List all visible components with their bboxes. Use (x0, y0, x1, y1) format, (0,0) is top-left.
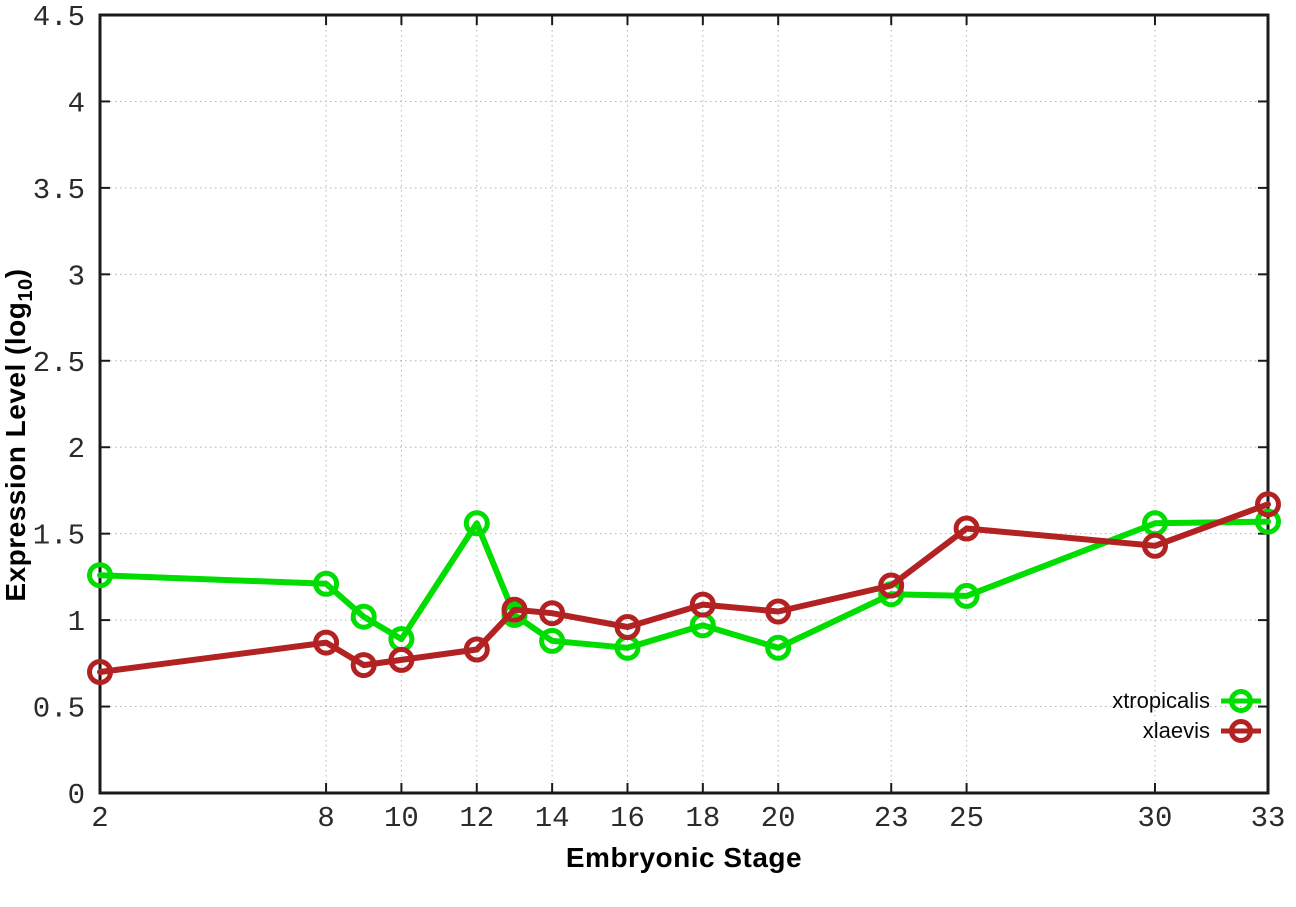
series-xlaevis-point (313, 629, 340, 656)
svg-text:1.5: 1.5 (33, 520, 85, 553)
legend-point-sample (1229, 689, 1253, 713)
series-xlaevis-point (878, 572, 905, 599)
svg-text:14: 14 (535, 802, 570, 835)
svg-text:0: 0 (68, 779, 85, 812)
series-xtropicalis-point (539, 627, 566, 654)
x-axis-title: Embryonic Stage (565, 842, 803, 873)
svg-text:3: 3 (68, 260, 85, 293)
legend-point-sample (1229, 719, 1253, 743)
series-xtropicalis-point (87, 562, 113, 589)
legend-label-xlaevis: xlaevis (1142, 718, 1210, 743)
y-tick-labels: 0 0.5 1 1.5 2 2.5 3 3.5 4 4.5 (33, 1, 85, 812)
series-xlaevis-point (350, 652, 377, 679)
series-xlaevis-line (97, 501, 1271, 675)
series-xtropicalis-point (463, 510, 490, 537)
svg-text:20: 20 (761, 802, 796, 835)
series-xlaevis-point (501, 596, 528, 623)
svg-text:33: 33 (1251, 802, 1286, 835)
series-xtropicalis-point (1255, 508, 1281, 535)
svg-text:4: 4 (68, 87, 85, 120)
series-xlaevis-point (463, 636, 490, 663)
legend-marker-xtropicalis-icon (1221, 689, 1261, 713)
series-xtropicalis (87, 508, 1281, 661)
plot-border (98, 13, 1270, 795)
svg-text:3.5: 3.5 (33, 174, 85, 207)
svg-text:8: 8 (317, 802, 334, 835)
legend-marker-xlaevis-icon (1221, 719, 1261, 743)
svg-text:0.5: 0.5 (33, 693, 85, 726)
series-xtropicalis-point (350, 603, 377, 630)
svg-text:16: 16 (610, 802, 645, 835)
series-xlaevis-point (1255, 491, 1281, 518)
tick-marks (99, 14, 1269, 794)
series-xlaevis-point (953, 515, 980, 542)
legend: xtropicalis xlaevis (1112, 686, 1262, 746)
svg-text:10: 10 (384, 802, 419, 835)
series-xlaevis-point (765, 598, 792, 625)
series-xlaevis-point (388, 646, 415, 673)
svg-text:23: 23 (874, 802, 909, 835)
y-axis-title: Expression Level (log10) (0, 268, 38, 601)
gridlines (99, 14, 1269, 794)
svg-text:1: 1 (68, 606, 85, 639)
y-axis-title-close: ) (0, 268, 31, 279)
svg-text:30: 30 (1138, 802, 1173, 835)
x-tick-labels: 2 8 10 12 14 16 18 20 23 25 30 33 (91, 802, 1285, 835)
svg-text:25: 25 (949, 802, 984, 835)
svg-text:2.5: 2.5 (33, 347, 85, 380)
svg-text:4.5: 4.5 (33, 1, 85, 34)
series-xtropicalis-point (313, 570, 340, 597)
legend-entry-xtropicalis: xtropicalis (1112, 686, 1262, 716)
series-xlaevis-point (87, 659, 113, 685)
y-axis-title-text: Expression Level (log (0, 301, 31, 602)
y-axis-title-subscript: 10 (15, 278, 38, 302)
svg-text:2: 2 (91, 802, 108, 835)
series-xtropicalis-point (765, 634, 792, 661)
svg-text:12: 12 (459, 802, 494, 835)
svg-text:18: 18 (685, 802, 720, 835)
legend-entry-xlaevis: xlaevis (1112, 716, 1262, 746)
series-xlaevis-point (689, 591, 716, 618)
series-xtropicalis-point (953, 582, 980, 609)
svg-text:2: 2 (68, 433, 85, 466)
series-xlaevis (87, 491, 1281, 685)
series-xlaevis-point (1142, 532, 1168, 559)
series-xlaevis-point (614, 614, 641, 640)
series-xlaevis-point (539, 600, 566, 627)
legend-label-xtropicalis: xtropicalis (1112, 688, 1210, 713)
